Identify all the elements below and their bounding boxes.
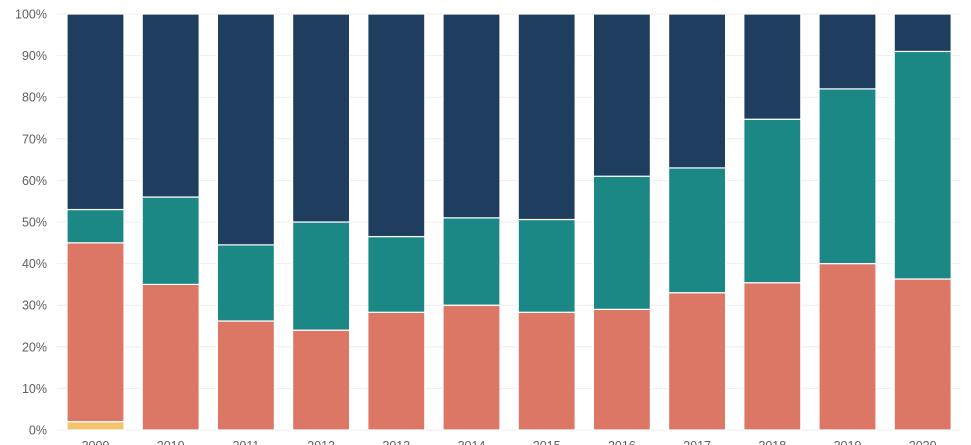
y-tick-label: 40% (22, 257, 47, 271)
bar-segment-2017-series-2 (667, 292, 727, 431)
y-tick-label: 100% (15, 8, 47, 22)
bar-segment-2013-series-2 (367, 311, 426, 431)
bar-segment-2010-series-2 (141, 283, 200, 431)
bar-segment-2013-series-4 (367, 13, 426, 238)
bar-segment-2010-series-4 (141, 13, 200, 198)
x-tick-label: 2015 (533, 439, 561, 445)
bar-group-2018 (743, 13, 802, 431)
bar-segment-2011-series-4 (216, 13, 275, 246)
bar-segment-2020-series-3 (893, 50, 952, 280)
y-tick-label: 20% (22, 340, 47, 354)
bar-segment-2011-series-3 (216, 244, 275, 322)
bar-group-2013 (367, 13, 426, 431)
bar-segment-2020-series-2 (893, 278, 952, 431)
y-tick-label: 70% (22, 132, 47, 146)
bar-segment-2015-series-4 (517, 13, 576, 221)
bar-group-2020 (893, 13, 952, 431)
y-tick-label: 80% (22, 91, 47, 105)
bar-segment-2014-series-3 (442, 217, 501, 306)
bar-segment-2009-series-3 (66, 208, 125, 244)
bar-segment-2017-series-3 (667, 167, 727, 294)
x-tick-label: 2016 (608, 439, 636, 445)
bars (66, 13, 952, 431)
x-tick-label: 2018 (758, 439, 786, 445)
y-axis-tick-labels: 0% 10% 20% 30% 40% 50% 60% 70% 80% 90% 100% (15, 8, 47, 438)
bar-group-2016 (592, 13, 652, 431)
y-tick-label: 10% (22, 382, 47, 396)
bar-segment-2015-series-3 (517, 218, 576, 313)
bar-segment-2020-series-4 (893, 13, 952, 53)
x-tick-label: 2009 (82, 439, 110, 445)
x-axis-tick-labels: 2009 2010 2011 2012 2013 2014 2015 2016 2017 2018… (82, 439, 937, 445)
bar-segment-2018-series-3 (743, 118, 802, 284)
bar-segment-2009-series-1 (66, 421, 125, 431)
x-tick-label: 2017 (683, 439, 711, 445)
x-tick-label: 2013 (382, 439, 410, 445)
y-tick-label: 0% (29, 424, 47, 438)
bar-segment-2014-series-2 (442, 304, 501, 431)
bar-segment-2018-series-4 (743, 13, 802, 120)
x-tick-label: 2011 (232, 439, 259, 445)
bar-segment-2013-series-3 (367, 235, 426, 313)
bar-group-2015 (517, 13, 576, 431)
bar-segment-2010-series-3 (141, 196, 200, 285)
bar-group-2014 (442, 13, 501, 431)
x-tick-label: 2020 (909, 439, 937, 445)
bar-segment-2019-series-3 (818, 88, 877, 265)
bar-segment-2012-series-4 (292, 13, 351, 223)
x-tick-label: 2010 (157, 439, 185, 445)
bar-segment-2012-series-3 (292, 221, 351, 331)
bar-segment-2012-series-2 (292, 329, 351, 431)
bar-group-2010 (141, 13, 200, 431)
gridlines (57, 13, 960, 431)
y-tick-label: 50% (22, 216, 47, 230)
x-tick-label: 2012 (307, 439, 335, 445)
y-tick-label: 60% (22, 174, 47, 188)
bar-segment-2017-series-4 (667, 13, 727, 169)
bar-segment-2015-series-2 (517, 311, 576, 431)
bar-segment-2009-series-4 (66, 13, 125, 211)
bar-segment-2016-series-4 (592, 13, 652, 177)
y-tick-label: 30% (22, 299, 47, 313)
bar-group-2019 (818, 13, 877, 431)
x-tick-label: 2014 (458, 439, 486, 445)
bar-segment-2011-series-2 (216, 320, 275, 431)
bar-group-2011 (216, 13, 275, 431)
bar-group-2012 (292, 13, 351, 431)
y-tick-label: 90% (22, 49, 47, 63)
bar-segment-2019-series-4 (818, 13, 877, 90)
bar-segment-2018-series-2 (743, 282, 802, 431)
bar-segment-2014-series-4 (442, 13, 501, 219)
bar-segment-2019-series-2 (818, 263, 877, 431)
bar-group-2009 (66, 13, 125, 431)
bar-group-2017 (667, 13, 727, 431)
bar-segment-2009-series-2 (66, 242, 125, 423)
bar-segment-2016-series-3 (592, 175, 652, 310)
x-tick-label: 2019 (834, 439, 862, 445)
bar-segment-2016-series-2 (592, 308, 652, 431)
